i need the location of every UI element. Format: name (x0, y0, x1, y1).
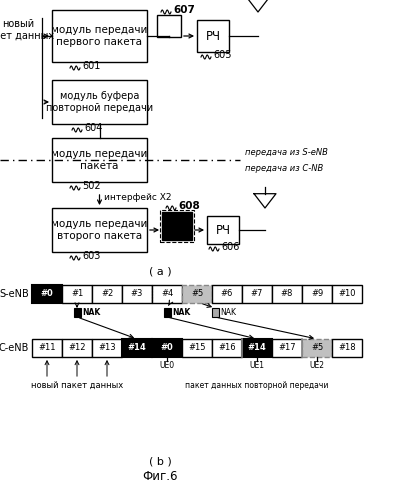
Text: 606: 606 (221, 242, 239, 252)
Bar (302, 339, 332, 357)
Bar (52, 80, 147, 124)
Text: 601: 601 (82, 61, 100, 71)
Bar (157, 15, 181, 37)
Text: #16: #16 (218, 343, 236, 352)
Bar (272, 285, 302, 303)
Text: NAK: NAK (172, 308, 190, 317)
Bar (74, 308, 80, 317)
Text: 604: 604 (84, 123, 102, 133)
Bar (212, 339, 242, 357)
Text: #0: #0 (41, 289, 53, 298)
Text: #9: #9 (311, 289, 323, 298)
Text: NAK: NAK (82, 308, 100, 317)
Text: #11: #11 (38, 343, 56, 352)
Bar (197, 20, 229, 52)
Bar (182, 339, 212, 357)
Text: модуль передачи
второго пакета: модуль передачи второго пакета (51, 219, 148, 241)
Text: передача из S-eNB: передача из S-eNB (245, 148, 328, 157)
Text: Фиг.6: Фиг.6 (142, 471, 178, 484)
Bar (152, 339, 182, 357)
Text: UE0: UE0 (160, 361, 175, 370)
Bar (207, 216, 239, 244)
Text: S-eNB: S-eNB (0, 289, 29, 299)
Bar (212, 285, 242, 303)
Text: #2: #2 (101, 289, 113, 298)
Text: модуль буфера
повторной передачи: модуль буфера повторной передачи (46, 91, 153, 113)
Text: 605: 605 (213, 50, 232, 60)
Text: #0: #0 (161, 343, 174, 352)
Bar (62, 339, 92, 357)
Text: модуль передачи
пакета: модуль передачи пакета (51, 149, 148, 171)
Bar (52, 10, 147, 62)
Text: #17: #17 (278, 343, 296, 352)
Bar (122, 285, 152, 303)
Bar (211, 308, 219, 317)
Bar (32, 285, 62, 303)
Bar (52, 138, 147, 182)
Text: 607: 607 (173, 5, 195, 15)
Text: #12: #12 (68, 343, 86, 352)
Text: передача из C-NB: передача из C-NB (245, 164, 323, 173)
Text: модуль передачи
первого пакета: модуль передачи первого пакета (51, 25, 148, 47)
Text: #5: #5 (311, 343, 323, 352)
Bar (242, 285, 272, 303)
Bar (52, 208, 147, 252)
Text: пакет данных повторной передачи: пакет данных повторной передачи (185, 381, 329, 390)
Text: #7: #7 (251, 289, 263, 298)
Text: #15: #15 (188, 343, 206, 352)
Text: #14: #14 (248, 343, 266, 352)
Text: ( b ): ( b ) (148, 457, 172, 467)
Text: C-eNB: C-eNB (0, 343, 29, 353)
Bar (160, 210, 194, 242)
Text: интерфейс X2: интерфейс X2 (105, 193, 172, 202)
Text: новый пакет данных: новый пакет данных (31, 381, 123, 390)
Bar (92, 339, 122, 357)
Text: #14: #14 (128, 343, 146, 352)
Bar (122, 339, 152, 357)
Text: ( a ): ( a ) (149, 267, 171, 277)
Text: #13: #13 (98, 343, 116, 352)
Text: #6: #6 (221, 289, 233, 298)
Text: #3: #3 (131, 289, 143, 298)
Text: 502: 502 (82, 181, 101, 191)
Bar (332, 339, 362, 357)
Bar (182, 285, 212, 303)
Text: #18: #18 (338, 343, 356, 352)
Text: РЧ: РЧ (205, 29, 220, 42)
Bar (62, 285, 92, 303)
Text: РЧ: РЧ (215, 224, 230, 237)
Text: UE1: UE1 (250, 361, 265, 370)
Text: новый
пакет данных: новый пакет данных (0, 19, 54, 41)
Bar (332, 285, 362, 303)
Bar (152, 285, 182, 303)
Text: #10: #10 (338, 289, 356, 298)
Bar (242, 339, 272, 357)
Bar (302, 285, 332, 303)
Text: 603: 603 (82, 251, 100, 261)
Bar (272, 339, 302, 357)
Text: #1: #1 (71, 289, 83, 298)
Text: #4: #4 (161, 289, 173, 298)
Text: #8: #8 (281, 289, 293, 298)
Bar (162, 212, 192, 240)
Bar (92, 285, 122, 303)
Bar (32, 339, 62, 357)
Bar (164, 308, 170, 317)
Text: NAK: NAK (220, 308, 236, 317)
Text: #5: #5 (191, 289, 203, 298)
Text: UE2: UE2 (310, 361, 324, 370)
Text: 608: 608 (178, 201, 200, 211)
